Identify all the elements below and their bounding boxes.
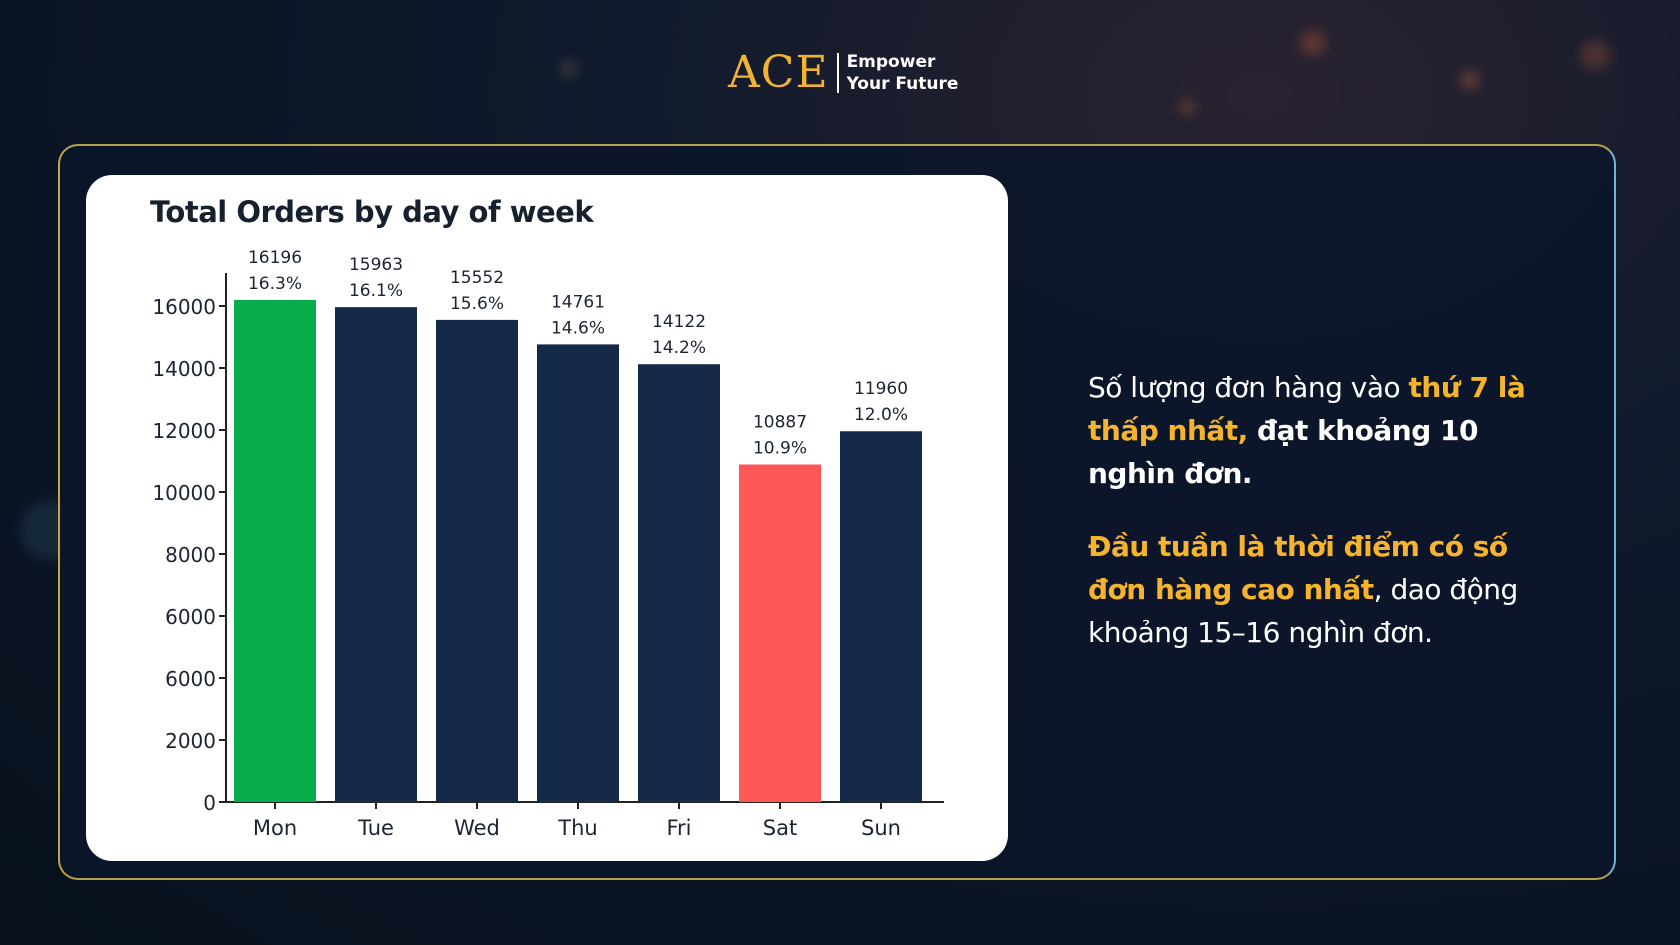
insight-2-text-b: , dao động khoảng 15–16 nghìn đơn. — [1088, 573, 1518, 649]
value-label: 15552 — [450, 268, 504, 288]
bar-thu — [537, 344, 619, 802]
tagline-line1: Empower — [846, 52, 936, 72]
insight-1-text-c: đạt khoảng 10 nghìn đơn. — [1088, 414, 1479, 490]
percent-label: 16.1% — [349, 281, 403, 301]
bar-sat — [739, 464, 821, 802]
value-label: 14122 — [652, 312, 706, 332]
percent-label: 16.3% — [248, 274, 302, 294]
percent-label: 10.9% — [753, 439, 807, 459]
value-label: 14761 — [551, 292, 605, 312]
percent-label: 15.6% — [450, 294, 504, 314]
bar-wed — [436, 319, 518, 802]
x-tick-label: Wed — [454, 816, 500, 840]
percent-label: 14.6% — [551, 318, 605, 338]
insight-1-text-a: Số lượng đơn hàng vào — [1088, 371, 1409, 404]
x-tick-label: Sun — [861, 816, 901, 840]
bar-chart: 0 2000 6000 6000 8000 10000 12000 14000 16000 Mon… — [152, 248, 944, 840]
y-tick-label: 0 — [203, 791, 216, 815]
chart-title: Total Orders by day of week — [150, 195, 594, 229]
value-label: 16196 — [248, 248, 302, 268]
x-tick-label: Fri — [666, 816, 691, 840]
logo-divider — [836, 53, 839, 93]
bar-fri — [638, 364, 720, 802]
insight-notes: Số lượng đơn hàng vào thứ 7 là thấp nhất… — [1088, 366, 1558, 684]
background-bokeh — [1300, 30, 1326, 56]
x-tick-label: Tue — [357, 816, 394, 840]
y-tick-label: 12000 — [152, 419, 216, 443]
background-bokeh — [1580, 40, 1610, 70]
x-tick-label: Sat — [763, 816, 797, 840]
background-bokeh — [560, 60, 578, 78]
brand-logo: ACE Empower Your Future — [728, 48, 958, 98]
y-tick-label: 16000 — [152, 295, 216, 319]
bar-sun — [840, 431, 922, 802]
insight-paragraph-2: Đầu tuần là thời điểm có số đơn hàng cao… — [1088, 525, 1558, 654]
y-tick-label: 6000 — [165, 667, 216, 691]
bar-mon — [234, 299, 316, 802]
percent-label: 12.0% — [854, 405, 908, 425]
tagline-line2: Your Future — [846, 74, 959, 94]
y-tick-label: 8000 — [165, 543, 216, 567]
insight-1-highlight: thứ 7 là thấp nhất, — [1088, 371, 1526, 447]
y-tick-label: 2000 — [165, 729, 216, 753]
background-bokeh — [1460, 70, 1480, 90]
value-label: 11960 — [854, 379, 908, 399]
y-tick-label: 10000 — [152, 481, 216, 505]
value-label: 15963 — [349, 255, 403, 275]
value-label: 10887 — [753, 413, 807, 433]
percent-label: 14.2% — [652, 338, 706, 358]
logo-mark: ACE — [728, 47, 829, 98]
background-bokeh — [1180, 100, 1194, 114]
logo-tagline: Empower Your Future — [847, 51, 959, 95]
bar-tue — [335, 307, 417, 802]
x-tick-label: Mon — [253, 816, 297, 840]
y-tick-label: 14000 — [152, 357, 216, 381]
insight-2-highlight: Đầu tuần là thời điểm có số đơn hàng cao… — [1088, 530, 1508, 606]
chart-card: Total Orders by day of week 0 2000 6000 600… — [86, 175, 1008, 861]
x-tick-label: Thu — [557, 816, 597, 840]
insight-paragraph-1: Số lượng đơn hàng vào thứ 7 là thấp nhất… — [1088, 366, 1558, 495]
y-tick-label: 6000 — [165, 605, 216, 629]
